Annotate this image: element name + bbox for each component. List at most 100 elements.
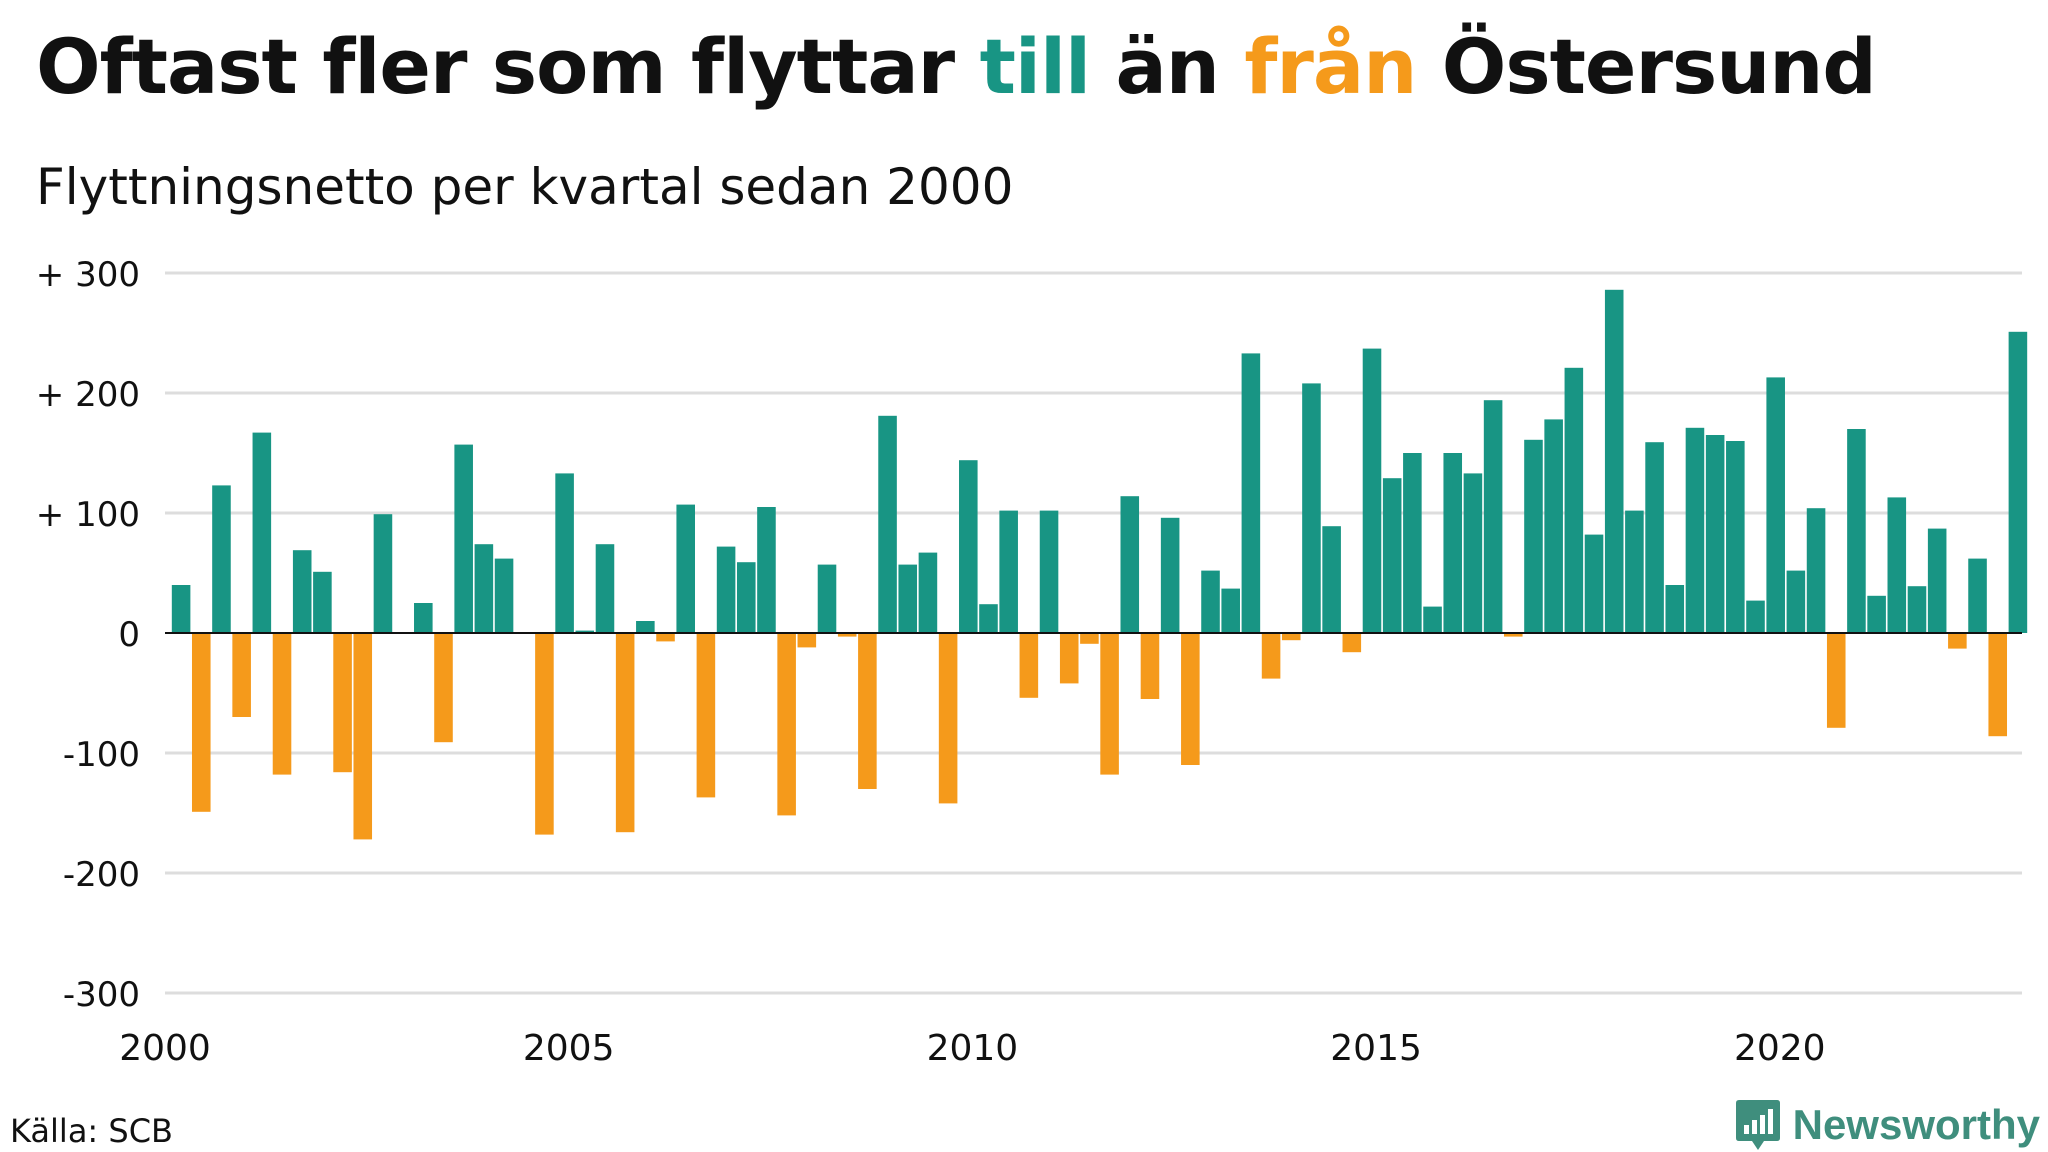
bar: [1867, 595, 1886, 633]
y-tick-label: -100: [63, 735, 140, 775]
bar: [1766, 377, 1785, 633]
bar-chart: + 300 + 200 + 100 0 -100 -200 -300 2000 2005 201…: [36, 255, 2028, 1069]
y-tick-label: + 100: [36, 495, 140, 535]
brand-logo: Newsworthy: [1735, 1098, 2040, 1152]
bar: [313, 571, 332, 633]
x-tick-label: 2010: [927, 1028, 1019, 1069]
brand-name: Newsworthy: [1792, 1101, 2040, 1148]
bar: [938, 633, 958, 804]
y-tick-label: + 300: [36, 255, 140, 295]
bar: [1019, 633, 1039, 698]
bar: [1181, 633, 1200, 765]
y-tick-label: -200: [63, 855, 140, 895]
grid-lines: [165, 271, 2022, 995]
bar: [918, 552, 938, 633]
bar: [1988, 633, 2008, 737]
bar: [1120, 496, 1140, 633]
source-note: Källa: SCB: [10, 1112, 173, 1150]
bar: [474, 544, 494, 633]
bar: [1059, 633, 1079, 684]
bars: [171, 289, 2028, 840]
bar: [797, 633, 817, 648]
bar: [898, 564, 918, 633]
bar: [2008, 331, 2028, 633]
y-tick-label: 0: [118, 615, 140, 655]
bar: [1705, 435, 1725, 633]
bar: [1826, 633, 1846, 728]
bar: [1504, 633, 1523, 637]
x-tick-label: 2020: [1734, 1028, 1826, 1069]
title-part-3: Östersund: [1416, 22, 1877, 111]
bar: [1362, 348, 1382, 633]
bar: [878, 415, 897, 633]
bar: [1887, 497, 1907, 633]
bar: [575, 630, 595, 633]
bar: [595, 544, 615, 633]
x-axis-ticks: 2000 2005 2010 2015 2020: [119, 1028, 1825, 1069]
bar: [676, 504, 695, 633]
bar: [858, 633, 877, 789]
bar: [716, 546, 736, 633]
bar: [1847, 429, 1866, 633]
bar: [232, 633, 251, 717]
bar: [696, 633, 716, 798]
bar: [1584, 534, 1604, 633]
x-tick-label: 2015: [1330, 1028, 1422, 1069]
bar: [1645, 442, 1664, 633]
bar: [736, 562, 756, 633]
bar: [191, 633, 211, 812]
y-tick-label: + 200: [36, 375, 140, 415]
bar: [1241, 353, 1261, 633]
bar: [1604, 289, 1624, 633]
x-tick-label: 2000: [119, 1028, 211, 1069]
bar: [1080, 633, 1099, 644]
bar: [979, 604, 998, 633]
bar: [535, 633, 554, 835]
bar: [1806, 508, 1826, 633]
bar: [615, 633, 635, 833]
bar: [1544, 419, 1563, 633]
chart-subtitle: Flyttningsnetto per kvartal sedan 2000: [36, 158, 1014, 216]
bar: [353, 633, 373, 840]
title-part-1: Oftast fler som flyttar: [36, 22, 980, 111]
bar: [1039, 510, 1059, 633]
bar: [1281, 633, 1301, 641]
bar: [777, 633, 796, 816]
bar: [414, 603, 433, 633]
bar: [1322, 526, 1341, 633]
bar: [1140, 633, 1160, 699]
bar: [1302, 383, 1321, 633]
bar: [959, 460, 978, 633]
x-tick-label: 2005: [523, 1028, 615, 1069]
bar: [757, 507, 776, 633]
bar: [1907, 586, 1927, 633]
bar: [272, 633, 292, 775]
bar: [1201, 570, 1220, 633]
bar: [1403, 453, 1422, 633]
bar: [636, 621, 655, 633]
bar: [1221, 588, 1240, 633]
bar: [373, 514, 393, 633]
bar: [1968, 558, 1987, 633]
y-axis-ticks: + 300 + 200 + 100 0 -100 -200 -300: [36, 255, 140, 1015]
bar: [1665, 585, 1685, 633]
bar: [454, 444, 473, 633]
bar: [1382, 478, 1402, 633]
bar: [999, 510, 1018, 633]
newsworthy-logo-icon: [1735, 1100, 1780, 1150]
bar: [292, 550, 312, 633]
bar: [494, 558, 514, 633]
bar: [333, 633, 352, 773]
bar: [1443, 453, 1463, 633]
bar: [1524, 439, 1543, 633]
bar: [555, 473, 574, 633]
bar: [837, 633, 857, 637]
bar: [1483, 400, 1503, 633]
bar: [212, 485, 231, 633]
bar: [656, 633, 675, 642]
chart-title: Oftast fler som flyttar till än från Öst…: [36, 22, 1877, 111]
y-tick-label: -300: [63, 975, 140, 1015]
bar: [817, 564, 837, 633]
title-highlight-fran: från: [1244, 22, 1417, 111]
title-highlight-till: till: [979, 22, 1091, 111]
